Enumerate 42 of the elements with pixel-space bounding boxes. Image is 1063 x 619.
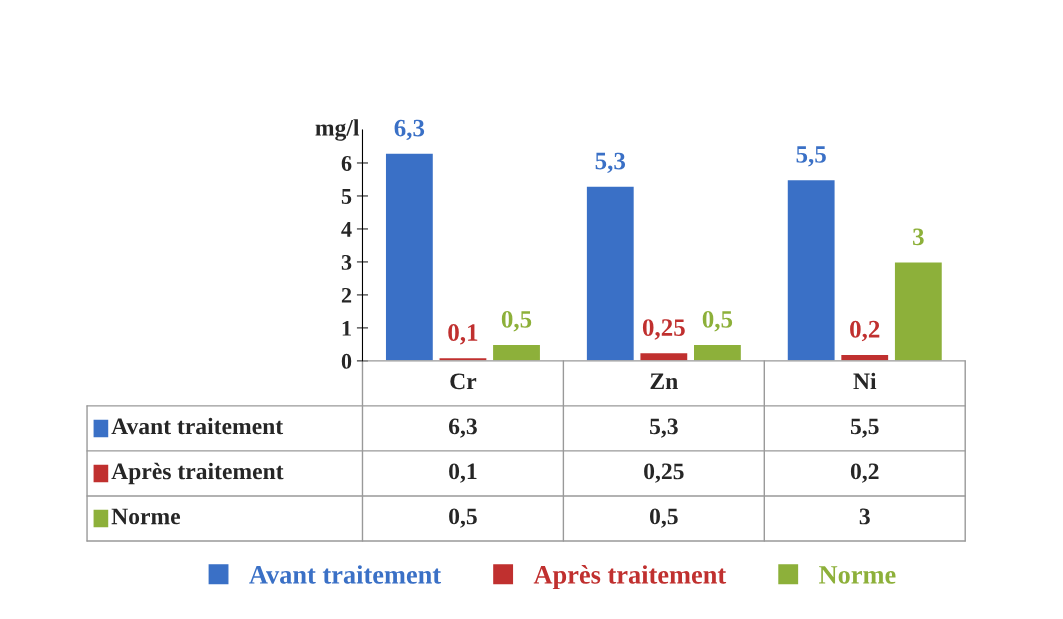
bar [639,351,689,361]
text: 6,3 [394,119,425,141]
data-label: 5,3 [650,418,678,438]
data-label: 6,3 [448,418,477,438]
data-label: 0,1 [449,463,477,483]
text: 0,25 [642,319,685,340]
bar [692,343,743,361]
bar [786,178,836,361]
data-label: 3 [859,508,870,525]
y-tick-label: 3 [341,254,352,270]
data-label: 0,5 [449,508,477,528]
text: Norme [111,508,181,525]
data-label: 5,5 [850,418,879,438]
data-label: 0,25 [644,463,684,483]
text: 0,5 [501,310,532,332]
y-tick-label: 4 [341,222,352,237]
data-label: 0,2 [850,463,879,483]
x-tick-label: Cr [450,373,477,390]
text: Après traitement [533,565,727,590]
y-tick-label: 6 [341,155,352,171]
y-tick-label: 1 [342,320,351,336]
bar [585,185,636,361]
data-label: 0,5 [649,508,678,528]
text: 3 [913,228,924,246]
text: 5,3 [595,152,626,174]
text: 0,2 [850,320,880,342]
legend-label: Avant traitement [111,417,284,435]
text: 5,5 [796,146,826,167]
y-tick-label: 0 [341,353,352,369]
y-tick-label: 2 [341,287,352,303]
y-axis-title: mg/l [315,119,360,141]
text: Avant traitement [249,565,442,584]
y-tick-label: 5 [341,189,352,204]
text: 0,1 [448,324,478,345]
x-tick-label: Ni [853,372,877,390]
bar [491,343,542,361]
text: 0,5 [702,310,733,332]
legend-label: Après traitement [111,462,284,485]
x-tick-label: Zn [650,373,678,390]
bar [893,261,944,361]
legend-label: Norme [819,566,896,584]
bar [384,152,435,361]
